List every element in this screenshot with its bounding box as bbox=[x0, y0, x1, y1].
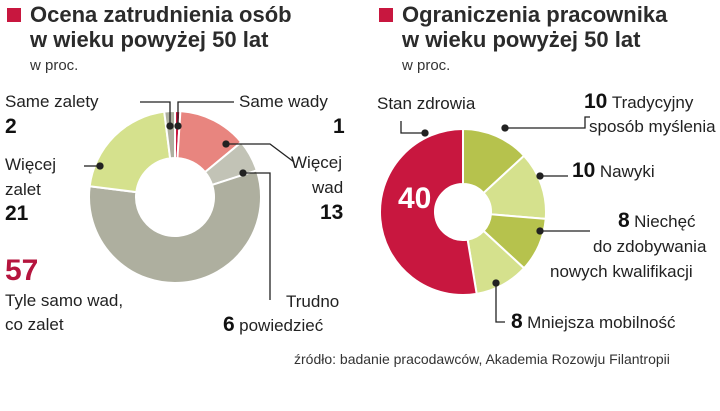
chart-title-left-line2: w wieku powyżej 50 lat bbox=[30, 27, 269, 52]
label-tradycyjny-1: Tradycyjny bbox=[611, 93, 694, 112]
value-wiecej-zalet: 21 bbox=[5, 202, 29, 225]
left-slice-3 bbox=[88, 169, 262, 284]
value-tradycyjny: 10 bbox=[584, 90, 608, 113]
label-trudno-2: powiedzieć bbox=[239, 316, 324, 335]
title-marker-left bbox=[7, 8, 21, 22]
title-marker-right bbox=[379, 8, 393, 22]
chart-unit-left: w proc. bbox=[30, 57, 79, 74]
value-same-wady: 1 bbox=[333, 115, 345, 138]
label-niechec-1: Niechęć bbox=[634, 212, 696, 231]
value-wiecej-wad: 13 bbox=[320, 201, 344, 224]
value-same-zalety: 2 bbox=[5, 115, 17, 138]
label-wiecej-zalet-1: Więcej bbox=[5, 155, 57, 174]
nawyki-row: 10 Nawyki bbox=[572, 160, 655, 182]
label-same-zalety: Same zalety bbox=[5, 92, 99, 111]
dot-trudno bbox=[239, 169, 247, 177]
niechec-row: 8 Niechęć bbox=[618, 210, 696, 232]
leader-stan-zdrowia bbox=[400, 121, 425, 134]
dot-nawyki bbox=[536, 172, 544, 180]
left-slice-5 bbox=[163, 109, 176, 160]
label-wiecej-wad-1: Więcej bbox=[291, 153, 343, 172]
leader-same-zalety bbox=[140, 101, 171, 128]
label-mobilnosc: Mniejsza mobilność bbox=[527, 313, 676, 332]
dot-stan-zdrowia bbox=[421, 129, 429, 137]
chart-unit-right: w proc. bbox=[402, 57, 451, 74]
dot-wiecej-wad bbox=[222, 140, 230, 148]
label-wiecej-wad-2: wad bbox=[312, 178, 344, 197]
value-trudno: 6 bbox=[223, 313, 235, 336]
dot-niechec bbox=[536, 227, 544, 235]
mobilnosc-row: 8 Mniejsza mobilność bbox=[511, 311, 675, 333]
label-wiecej-zalet-2: zalet bbox=[5, 180, 41, 199]
chart-title-right-line1: Ograniczenia pracownika bbox=[402, 2, 668, 27]
dot-same-zalety bbox=[166, 122, 174, 130]
chart-title-left-line1: Ocena zatrudnienia osób bbox=[30, 2, 292, 27]
tradycyjny-row: 10 Tradycyjny bbox=[584, 91, 693, 113]
dot-tradycyjny bbox=[501, 124, 509, 132]
leader-tradycyjny bbox=[505, 116, 590, 129]
leader-wiecej-wad bbox=[226, 143, 295, 163]
right-slice-4 bbox=[379, 127, 478, 296]
chart-title-right-line2: w wieku powyżej 50 lat bbox=[402, 27, 641, 52]
left-slice-4 bbox=[88, 110, 172, 194]
value-niechec: 8 bbox=[618, 209, 630, 232]
dot-wiecej-zalet bbox=[96, 162, 104, 170]
leader-same-wady bbox=[177, 101, 234, 128]
label-tyle-samo-2: co zalet bbox=[5, 315, 64, 334]
leader-mobilnosc bbox=[495, 283, 505, 323]
inner-value-stan-zdrowia: 40 bbox=[398, 182, 431, 215]
label-niechec-3: nowych kwalifikacji bbox=[550, 262, 693, 281]
label-stan-zdrowia: Stan zdrowia bbox=[377, 94, 476, 113]
leader-trudno bbox=[243, 172, 271, 300]
label-tradycyjny-2: sposób myślenia bbox=[589, 117, 716, 136]
dot-mobilnosc bbox=[492, 279, 500, 287]
source-note: źródło: badanie pracodawców, Akademia Ro… bbox=[294, 351, 670, 367]
donut-left bbox=[88, 109, 262, 284]
label-niechec-2: do zdobywania bbox=[593, 237, 707, 256]
trudno-row: 6 powiedzieć bbox=[223, 314, 323, 336]
label-same-wady: Same wady bbox=[239, 92, 328, 111]
donut-right bbox=[379, 127, 547, 296]
value-mobilnosc: 8 bbox=[511, 310, 523, 333]
value-tyle-samo: 57 bbox=[5, 254, 39, 287]
label-nawyki: Nawyki bbox=[599, 162, 655, 181]
leader-lines bbox=[84, 101, 590, 323]
label-tyle-samo-1: Tyle samo wad, bbox=[5, 291, 124, 310]
dot-same-wady bbox=[174, 122, 182, 130]
label-trudno-1: Trudno bbox=[286, 292, 340, 311]
value-nawyki: 10 bbox=[572, 159, 596, 182]
